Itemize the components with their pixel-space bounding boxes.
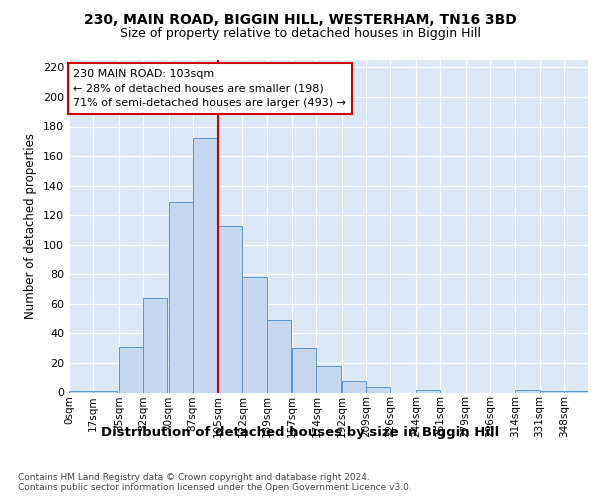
Bar — [292, 348, 316, 393]
Text: 230, MAIN ROAD, BIGGIN HILL, WESTERHAM, TN16 3BD: 230, MAIN ROAD, BIGGIN HILL, WESTERHAM, … — [83, 12, 517, 26]
Bar — [169, 202, 193, 392]
Text: Contains HM Land Registry data © Crown copyright and database right 2024.: Contains HM Land Registry data © Crown c… — [18, 472, 370, 482]
Bar — [218, 226, 242, 392]
Bar — [316, 366, 341, 392]
Bar — [69, 391, 93, 392]
Bar — [193, 138, 217, 392]
Bar — [416, 390, 440, 392]
Bar — [266, 320, 291, 392]
Bar — [539, 391, 564, 392]
Bar — [93, 391, 118, 392]
Text: Distribution of detached houses by size in Biggin Hill: Distribution of detached houses by size … — [101, 426, 499, 439]
Bar — [564, 391, 588, 392]
Bar — [515, 390, 539, 392]
Text: Contains public sector information licensed under the Open Government Licence v3: Contains public sector information licen… — [18, 484, 412, 492]
Bar — [366, 386, 391, 392]
Text: 230 MAIN ROAD: 103sqm
← 28% of detached houses are smaller (198)
71% of semi-det: 230 MAIN ROAD: 103sqm ← 28% of detached … — [73, 69, 346, 108]
Y-axis label: Number of detached properties: Number of detached properties — [25, 133, 37, 320]
Bar — [143, 298, 167, 392]
Bar — [342, 380, 366, 392]
Bar — [242, 277, 266, 392]
Text: Size of property relative to detached houses in Biggin Hill: Size of property relative to detached ho… — [119, 28, 481, 40]
Bar — [119, 346, 143, 393]
